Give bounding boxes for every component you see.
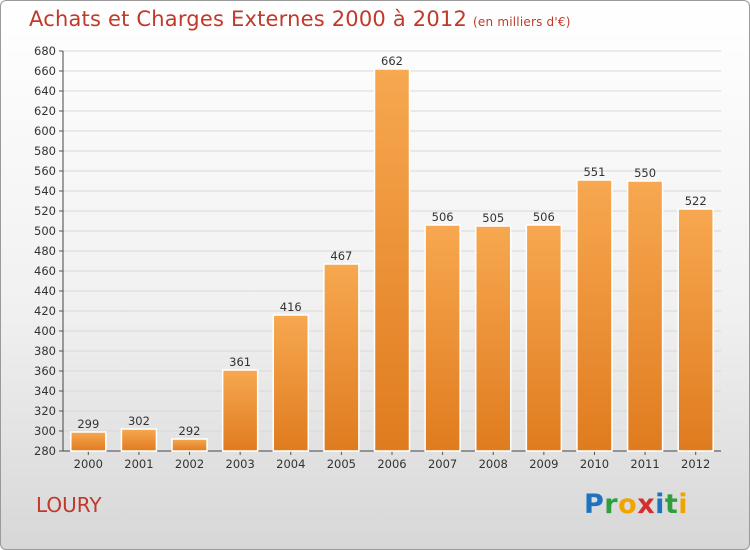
y-tick-label: 600: [34, 124, 56, 138]
bar: [525, 224, 563, 452]
chart-title-text: Achats et Charges Externes 2000 à 2012: [29, 7, 468, 31]
commune-name: LOURY: [36, 493, 102, 517]
y-tick-label: 580: [34, 144, 56, 158]
logo-letter: o: [618, 489, 638, 520]
bar: [576, 179, 613, 452]
bar-value-label: 292: [179, 424, 201, 438]
bar: [474, 225, 512, 452]
x-tick-label: 2002: [175, 457, 204, 471]
bar-value-label: 662: [381, 54, 403, 68]
y-tick-label: 500: [34, 224, 56, 238]
logo-letter: P: [584, 489, 605, 520]
bar: [626, 180, 664, 452]
bar-value-label: 506: [533, 210, 555, 224]
bar-value-label: 302: [128, 414, 150, 428]
bar: [373, 68, 411, 452]
bar: [677, 208, 714, 452]
x-tick-label: 2004: [276, 457, 305, 471]
x-tick-label: 2001: [124, 457, 153, 471]
x-tick-label: 2010: [580, 457, 609, 471]
bar-value-label: 551: [583, 165, 605, 179]
y-tick-label: 460: [34, 264, 56, 278]
y-tick-label: 340: [34, 384, 56, 398]
x-tick-label: 2003: [226, 457, 255, 471]
bar-value-label: 299: [77, 417, 99, 431]
data-labels: 299 302 292 361 416 467 662 506 505 506 551 550 522: [77, 54, 706, 438]
x-tick-label: 2008: [479, 457, 508, 471]
y-tick-label: 480: [34, 244, 56, 258]
x-tick-label: 2007: [428, 457, 457, 471]
bar-value-label: 522: [685, 194, 707, 208]
bar: [70, 431, 107, 452]
x-tick-label: 2005: [327, 457, 356, 471]
x-tick-label: 2011: [630, 457, 659, 471]
bar-value-label: 361: [229, 355, 251, 369]
logo-letter: i: [655, 489, 665, 520]
bar: [272, 314, 310, 452]
y-tick-label: 520: [34, 204, 56, 218]
y-tick-label: 540: [34, 184, 56, 198]
bar: [323, 263, 360, 452]
x-tick-label: 2012: [681, 457, 710, 471]
bar-value-label: 416: [280, 300, 302, 314]
x-tick-label: 2009: [529, 457, 558, 471]
bar-value-label: 550: [634, 166, 656, 180]
logo-letter: x: [637, 489, 656, 520]
logo-letter: r: [604, 489, 619, 520]
logo-letter: i: [678, 489, 689, 520]
y-tick-label: 320: [34, 404, 56, 418]
chart-subtitle: (en milliers d'€): [473, 15, 571, 29]
bar: [424, 224, 461, 452]
x-tick-label: 2006: [377, 457, 406, 471]
x-tick-label: 2000: [74, 457, 103, 471]
bar: [120, 428, 158, 452]
y-tick-label: 440: [34, 284, 56, 298]
y-tick-label: 620: [34, 104, 56, 118]
bar: [221, 369, 259, 452]
bar-value-label: 506: [432, 210, 454, 224]
bar-value-label: 505: [482, 211, 504, 225]
bar-value-label: 467: [330, 249, 352, 263]
y-tick-label: 380: [34, 344, 56, 358]
chart-title: Achats et Charges Externes 2000 à 2012 (e…: [29, 7, 571, 31]
y-tick-label: 400: [34, 324, 56, 338]
y-tick-label: 660: [34, 64, 56, 78]
y-tick-label: 680: [34, 44, 56, 58]
y-tick-label: 300: [34, 424, 56, 438]
proxiti-logo: Proxiti: [584, 489, 688, 520]
bar: [171, 438, 208, 452]
y-tick-label: 360: [34, 364, 56, 378]
bars: [70, 68, 714, 452]
y-tick-label: 280: [34, 444, 56, 458]
y-tick-label: 420: [34, 304, 56, 318]
y-tick-label: 640: [34, 84, 56, 98]
logo-letter: t: [664, 489, 679, 520]
y-tick-label: 560: [34, 164, 56, 178]
